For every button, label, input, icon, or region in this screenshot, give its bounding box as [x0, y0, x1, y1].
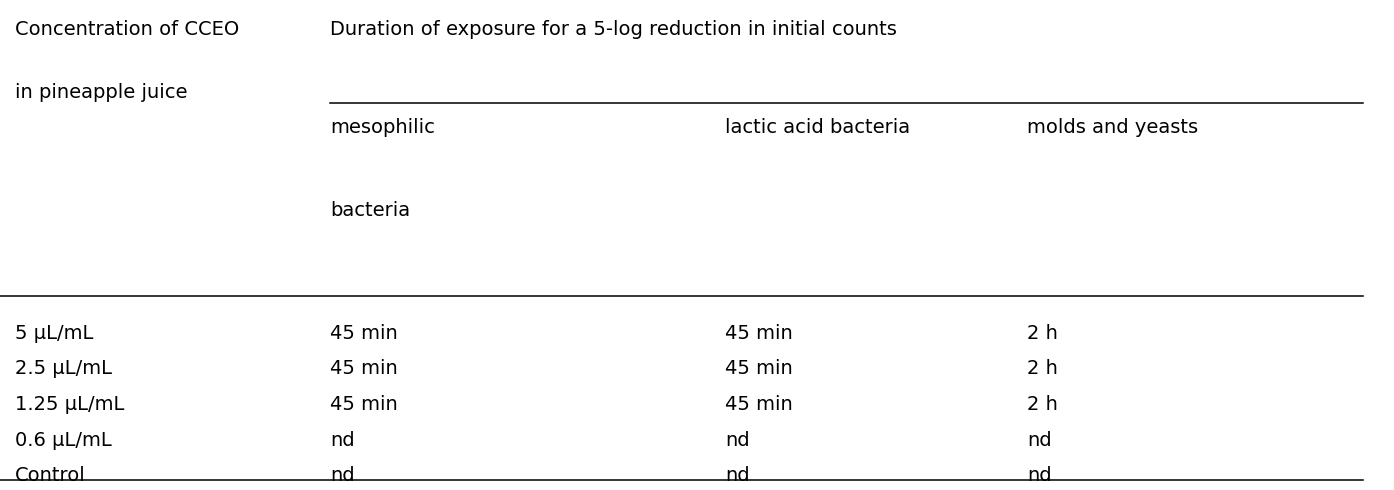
Text: nd: nd — [1027, 431, 1052, 449]
Text: nd: nd — [1027, 466, 1052, 485]
Text: bacteria: bacteria — [330, 201, 410, 220]
Text: molds and yeasts: molds and yeasts — [1027, 118, 1199, 137]
Text: nd: nd — [725, 431, 750, 449]
Text: nd: nd — [330, 431, 355, 449]
Text: 2 h: 2 h — [1027, 360, 1058, 378]
Text: 45 min: 45 min — [330, 324, 399, 343]
Text: in pineapple juice: in pineapple juice — [15, 83, 188, 102]
Text: lactic acid bacteria: lactic acid bacteria — [725, 118, 910, 137]
Text: Concentration of CCEO: Concentration of CCEO — [15, 20, 240, 39]
Text: 2 h: 2 h — [1027, 324, 1058, 343]
Text: 45 min: 45 min — [330, 395, 399, 414]
Text: nd: nd — [330, 466, 355, 485]
Text: mesophilic: mesophilic — [330, 118, 435, 137]
Text: 45 min: 45 min — [725, 324, 793, 343]
Text: 1.25 μL/mL: 1.25 μL/mL — [15, 395, 124, 414]
Text: 5 μL/mL: 5 μL/mL — [15, 324, 93, 343]
Text: nd: nd — [725, 466, 750, 485]
Text: 45 min: 45 min — [330, 360, 399, 378]
Text: Duration of exposure for a 5-log reduction in initial counts: Duration of exposure for a 5-log reducti… — [330, 20, 898, 39]
Text: 0.6 μL/mL: 0.6 μL/mL — [15, 431, 112, 449]
Text: 2 h: 2 h — [1027, 395, 1058, 414]
Text: 45 min: 45 min — [725, 395, 793, 414]
Text: 45 min: 45 min — [725, 360, 793, 378]
Text: 2.5 μL/mL: 2.5 μL/mL — [15, 360, 113, 378]
Text: Control: Control — [15, 466, 86, 485]
